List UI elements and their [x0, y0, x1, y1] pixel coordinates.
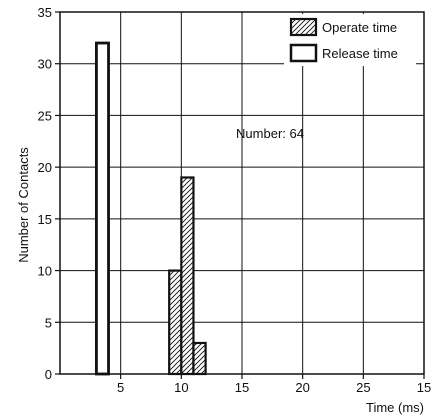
y-tick-label: 5	[45, 315, 52, 330]
bars	[95, 41, 207, 376]
ticks: 0 5 10 15 20 25 30 35 5 10 15 20 25 15	[38, 5, 432, 395]
y-tick-label: 10	[38, 264, 52, 279]
x-tick-label: 15	[417, 380, 431, 395]
y-tick-label: 30	[38, 57, 52, 72]
x-tick-label: 25	[356, 380, 370, 395]
y-tick-label: 35	[38, 5, 52, 20]
annotation-number: Number: 64	[236, 126, 304, 141]
x-axis-label: Time (ms)	[366, 400, 424, 415]
y-tick-label: 0	[45, 367, 52, 382]
x-tick-label: 10	[174, 380, 188, 395]
legend-label-release: Release time	[322, 46, 398, 61]
y-tick-label: 15	[38, 212, 52, 227]
legend-swatch-release	[289, 43, 318, 63]
y-tick-label: 25	[38, 108, 52, 123]
x-tick-label: 5	[117, 380, 124, 395]
x-tick-label: 15	[235, 380, 249, 395]
grid	[60, 12, 424, 374]
legend: Operate time Release time	[284, 14, 416, 66]
y-axis-label: Number of Contacts	[16, 147, 31, 263]
bar-operate-time	[192, 341, 207, 376]
legend-swatch-operate	[289, 17, 318, 37]
bar-release-time	[95, 41, 110, 376]
bar-operate-time	[168, 269, 183, 376]
x-tick-label: 20	[295, 380, 309, 395]
legend-label-operate: Operate time	[322, 20, 397, 35]
bar-operate-time	[180, 176, 195, 376]
y-tick-label: 20	[38, 160, 52, 175]
